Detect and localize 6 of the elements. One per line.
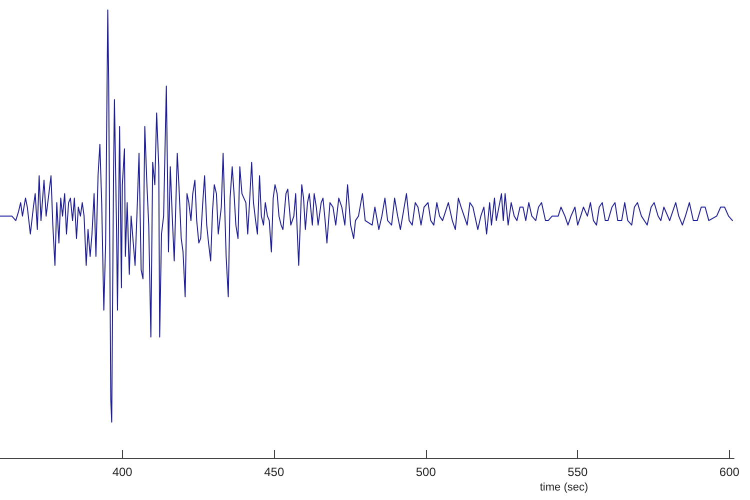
- x-tick-label: 550: [568, 465, 588, 479]
- x-tick-label: 500: [416, 465, 436, 479]
- x-axis-title: time (sec): [540, 482, 588, 494]
- x-tick-label: 600: [719, 465, 740, 479]
- x-tick-label: 400: [112, 465, 133, 479]
- x-tick-label: 450: [264, 465, 284, 479]
